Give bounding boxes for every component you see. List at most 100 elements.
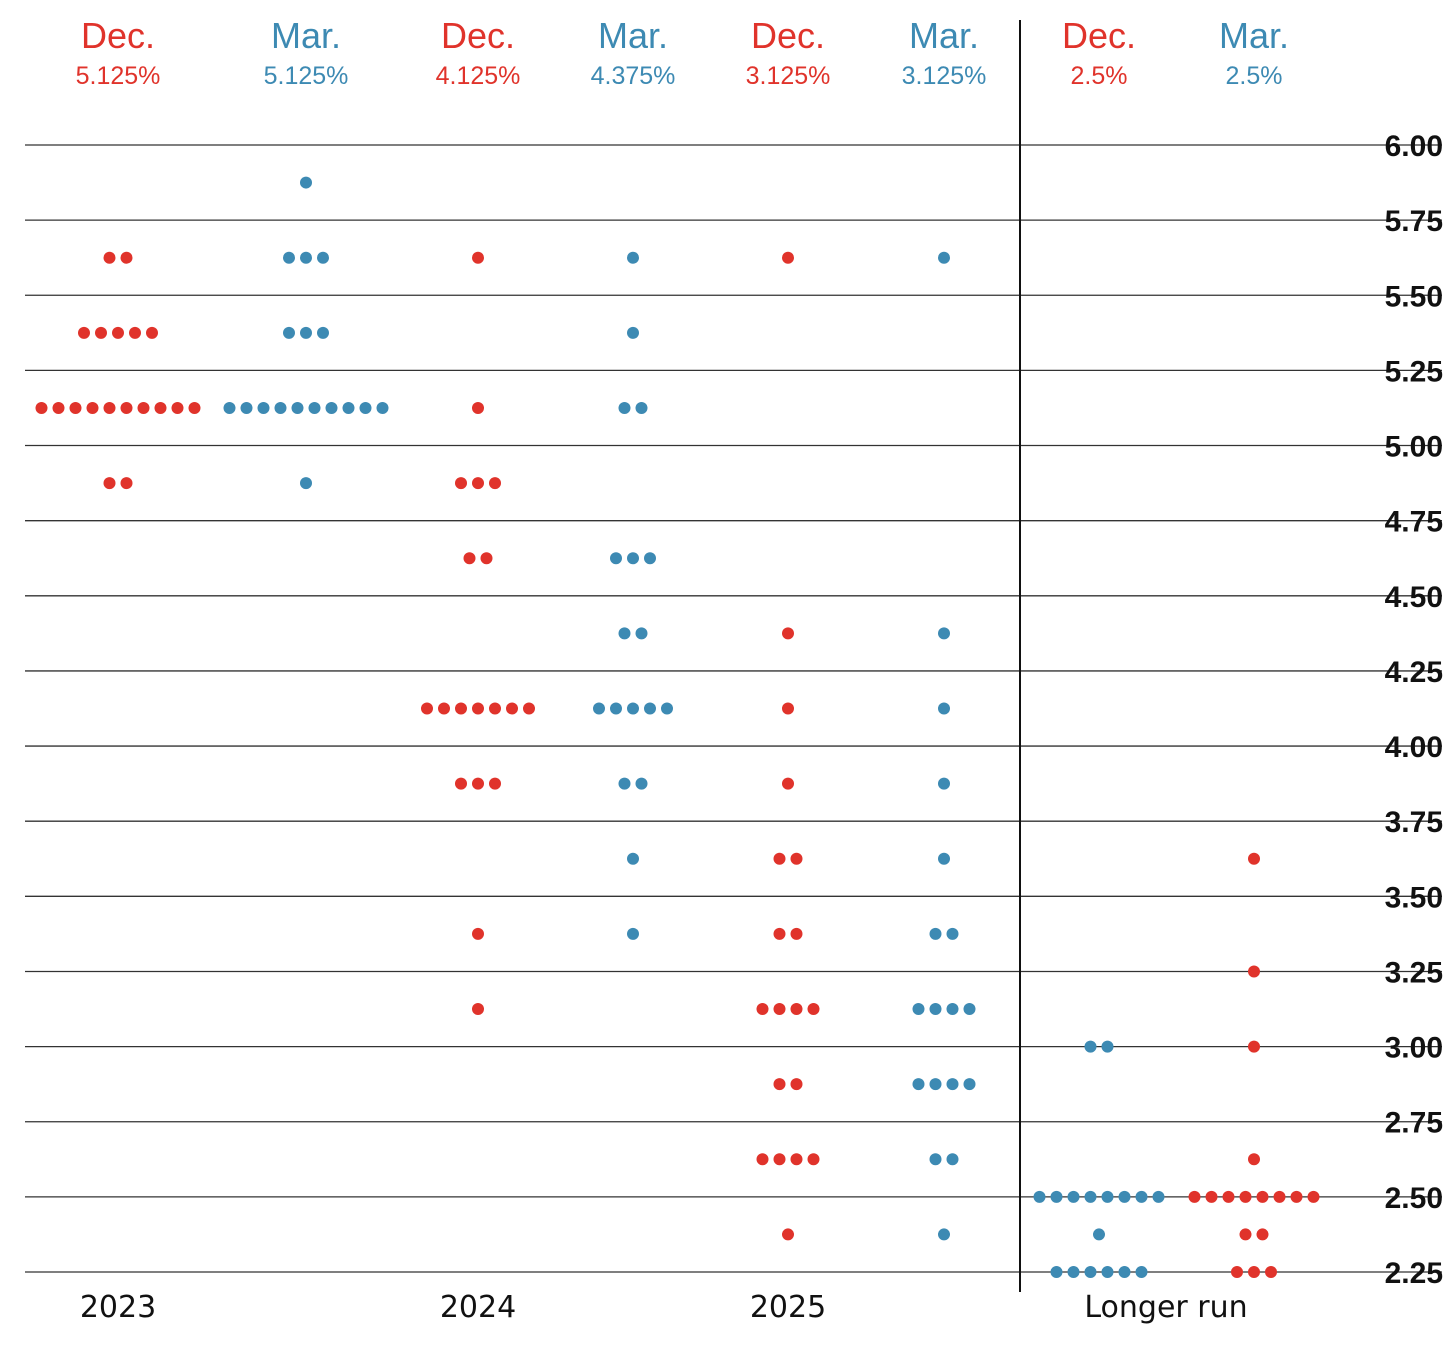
projection-dot	[963, 1078, 976, 1091]
projection-dot	[317, 326, 329, 339]
projection-dot	[938, 777, 950, 790]
projection-dot	[1248, 852, 1260, 865]
projection-dot	[627, 552, 639, 565]
group-label: Longer run	[1084, 1290, 1247, 1325]
projection-dot	[1222, 1190, 1235, 1203]
projection-dot	[1067, 1190, 1080, 1203]
projection-dot	[1248, 1040, 1260, 1053]
projection-dot	[120, 477, 133, 490]
group-label: 2025	[750, 1290, 826, 1325]
projection-dot	[300, 251, 312, 264]
column-header-name: Mar.	[271, 15, 341, 56]
projection-dot	[963, 1003, 976, 1016]
projection-dot	[929, 1003, 942, 1016]
projection-dot	[300, 326, 312, 339]
projection-dot	[1118, 1190, 1131, 1203]
y-tick-label: 5.00	[1385, 431, 1443, 464]
projection-dot	[790, 927, 803, 940]
projection-dots	[35, 176, 1320, 1278]
projection-dot	[472, 477, 484, 490]
y-tick-label: 3.75	[1385, 806, 1443, 839]
projection-dot	[790, 1153, 803, 1166]
projection-dot	[938, 251, 950, 264]
projection-dot	[463, 552, 476, 565]
projection-dot	[618, 627, 631, 640]
projection-dot	[300, 477, 312, 490]
y-tick-label: 4.00	[1385, 731, 1443, 764]
projection-dot	[78, 326, 90, 339]
projection-dot	[1050, 1266, 1063, 1278]
projection-dot	[1265, 1266, 1277, 1278]
projection-dot	[489, 477, 501, 490]
column-header-name: Dec.	[81, 15, 155, 56]
group-label: 2024	[440, 1290, 516, 1325]
projection-dot	[610, 552, 622, 565]
projection-dot	[1033, 1190, 1046, 1203]
projection-dot	[790, 852, 803, 865]
projection-dot	[1273, 1190, 1286, 1203]
column-header-median: 5.125%	[264, 62, 349, 90]
projection-dot	[112, 326, 124, 339]
column-headers: Dec. 5.125% Mar. 5.125% Dec. 4.125% Mar. 4.375%…	[76, 15, 1289, 90]
projection-dot	[472, 702, 484, 715]
projection-dot	[773, 852, 786, 865]
projection-dot	[103, 401, 116, 414]
projection-dot	[790, 1003, 803, 1016]
projection-dot	[120, 251, 133, 264]
y-tick-label: 5.50	[1385, 280, 1443, 313]
projection-dot	[472, 927, 484, 940]
projection-dot	[929, 927, 942, 940]
projection-dot	[1101, 1266, 1114, 1278]
projection-dot	[782, 1228, 794, 1241]
group-label: 2023	[80, 1290, 156, 1325]
column-header-median: 4.125%	[436, 62, 521, 90]
projection-dot	[644, 702, 656, 715]
projection-dot	[1101, 1040, 1114, 1053]
column-header-median: 3.125%	[902, 62, 987, 90]
projection-dot	[376, 401, 389, 414]
projection-dot	[1152, 1190, 1165, 1203]
projection-dot	[146, 326, 158, 339]
projection-dot	[120, 401, 133, 414]
projection-dot	[1050, 1190, 1063, 1203]
projection-dot	[308, 401, 321, 414]
projection-dot	[773, 1003, 786, 1016]
projection-dot	[472, 777, 484, 790]
column-header-name: Mar.	[909, 15, 979, 56]
projection-dot	[946, 1153, 959, 1166]
projection-dot	[1084, 1266, 1097, 1278]
projection-dot	[480, 552, 493, 565]
column-header-name: Dec.	[751, 15, 825, 56]
projection-dot	[938, 627, 950, 640]
projection-dot	[86, 401, 99, 414]
projection-dot	[627, 702, 639, 715]
projection-dot	[618, 777, 631, 790]
projection-dot	[1135, 1266, 1148, 1278]
y-tick-label: 4.25	[1385, 656, 1443, 689]
projection-dot	[489, 702, 501, 715]
projection-dot	[137, 401, 150, 414]
projection-dot	[1239, 1228, 1252, 1241]
column-header-median: 2.5%	[1226, 62, 1283, 90]
y-tick-label: 2.75	[1385, 1107, 1443, 1140]
column-header-median: 2.5%	[1071, 62, 1128, 90]
projection-dot	[1256, 1190, 1269, 1203]
projection-dot	[421, 702, 433, 715]
projection-dot	[946, 1003, 959, 1016]
projection-dot	[1307, 1190, 1320, 1203]
projection-dot	[1067, 1266, 1080, 1278]
projection-dot	[773, 1078, 786, 1091]
projection-dot	[1290, 1190, 1303, 1203]
projection-dot	[129, 326, 141, 339]
projection-dot	[240, 401, 253, 414]
projection-dot	[773, 1153, 786, 1166]
projection-dot	[756, 1153, 769, 1166]
y-tick-label: 4.75	[1385, 506, 1443, 539]
projection-dot	[782, 702, 794, 715]
y-tick-label: 6.00	[1385, 130, 1443, 163]
projection-dot	[946, 927, 959, 940]
projection-dot	[359, 401, 372, 414]
projection-dot	[627, 852, 639, 865]
y-tick-label: 5.25	[1385, 355, 1443, 388]
